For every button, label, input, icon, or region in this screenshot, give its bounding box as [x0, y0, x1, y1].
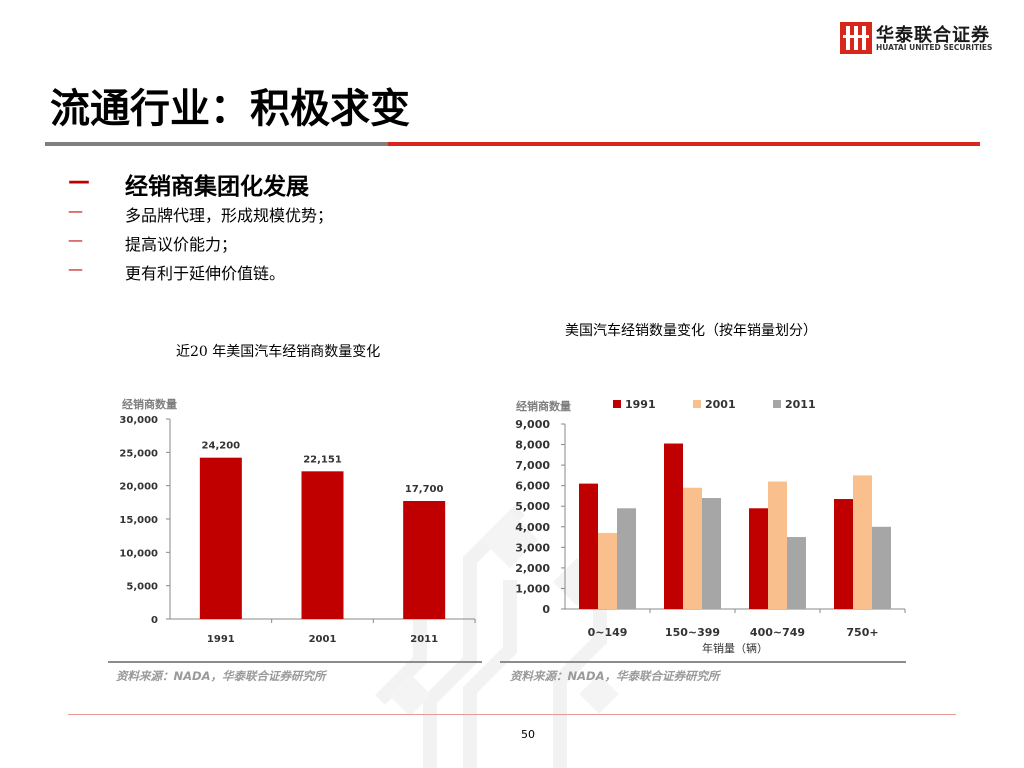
footer-rule [68, 714, 956, 715]
y-tick-label: 5,000 [515, 500, 550, 513]
source-left: 资料来源：NADA，华泰联合证券研究所 [116, 669, 326, 683]
bullet-item-text: 更有利于延伸价值链。 [125, 264, 286, 283]
y-tick-label: 7,000 [515, 459, 550, 472]
bar [787, 537, 806, 609]
y-tick-label: 8,000 [515, 439, 550, 452]
x-tick-label: 0~149 [588, 626, 628, 639]
y-tick-label: 30,000 [119, 415, 158, 426]
data-label: 24,200 [202, 441, 241, 452]
y-tick-label: 2,000 [515, 562, 550, 575]
company-logo: 华泰联合证券 HUATAI UNITED SECURITIES [840, 22, 1015, 54]
bar [664, 443, 683, 609]
x-axis-label: 年销量（辆） [702, 641, 768, 655]
x-tick-label: 750+ [846, 626, 878, 639]
logo-english-name: HUATAI UNITED SECURITIES [876, 43, 993, 52]
data-label: 22,151 [303, 454, 342, 465]
y-tick-label: 9,000 [515, 418, 550, 431]
bar [834, 499, 853, 609]
y-tick-label: 4,000 [515, 521, 550, 534]
x-tick-label: 2001 [309, 634, 337, 645]
y-tick-label: 0 [151, 615, 158, 626]
bullet-main-text: 经销商集团化发展 [125, 173, 309, 200]
bar [749, 508, 768, 609]
bar [683, 487, 702, 609]
page-number: 50 [521, 728, 535, 741]
y-axis-label: 经销商数量 [122, 397, 177, 411]
x-tick-label: 150~399 [665, 626, 720, 639]
x-tick-label: 400~749 [750, 626, 805, 639]
y-tick-label: 25,000 [119, 448, 158, 459]
page-title: 流通行业：积极求变 [50, 86, 410, 132]
source-rule-left [108, 661, 482, 663]
legend-swatch [773, 400, 781, 408]
bullet-dash: — [68, 202, 83, 220]
data-label: 17,700 [405, 484, 444, 495]
legend-label: 2001 [705, 398, 736, 411]
bullet-item-text: 提高议价能力； [125, 235, 238, 254]
y-axis-label: 经销商数量 [516, 399, 571, 413]
y-tick-label: 10,000 [119, 548, 158, 559]
bar [872, 526, 891, 609]
bar [617, 508, 636, 609]
bar [598, 532, 617, 609]
y-tick-label: 6,000 [515, 480, 550, 493]
logo-name: 华泰联合证券 [876, 25, 990, 46]
chart-right-caption: 美国汽车经销数量变化（按年销量划分） [565, 323, 817, 339]
source-rule-right [500, 661, 906, 663]
bar [301, 471, 344, 619]
bullet-item-text: 多品牌代理，形成规模优势； [125, 206, 334, 225]
x-tick-label: 2011 [410, 634, 438, 645]
y-tick-label: 3,000 [515, 541, 550, 554]
x-tick-label: 1991 [207, 634, 235, 645]
bar [199, 457, 242, 619]
bullet-dash: — [68, 169, 90, 194]
source-right: 资料来源：NADA，华泰联合证券研究所 [510, 669, 720, 683]
y-tick-label: 20,000 [119, 482, 158, 493]
huatai-logo-icon [840, 22, 872, 54]
bar [702, 498, 721, 609]
bullet-dash: — [68, 231, 83, 249]
legend-label: 1991 [625, 398, 656, 411]
bar [853, 475, 872, 609]
bar [579, 483, 598, 609]
bar [403, 501, 446, 619]
y-tick-label: 0 [542, 603, 550, 616]
legend-swatch [693, 400, 701, 408]
title-rule-gray [45, 142, 388, 146]
chart-left-caption: 近20 年美国汽车经销商数量变化 [176, 344, 381, 360]
y-tick-label: 5,000 [126, 582, 158, 593]
bullet-dash: — [68, 260, 83, 278]
title-rule-red [388, 142, 980, 146]
legend-label: 2011 [785, 398, 816, 411]
legend-swatch [613, 400, 621, 408]
y-tick-label: 15,000 [119, 515, 158, 526]
y-tick-label: 1,000 [515, 582, 550, 595]
bar [768, 481, 787, 609]
